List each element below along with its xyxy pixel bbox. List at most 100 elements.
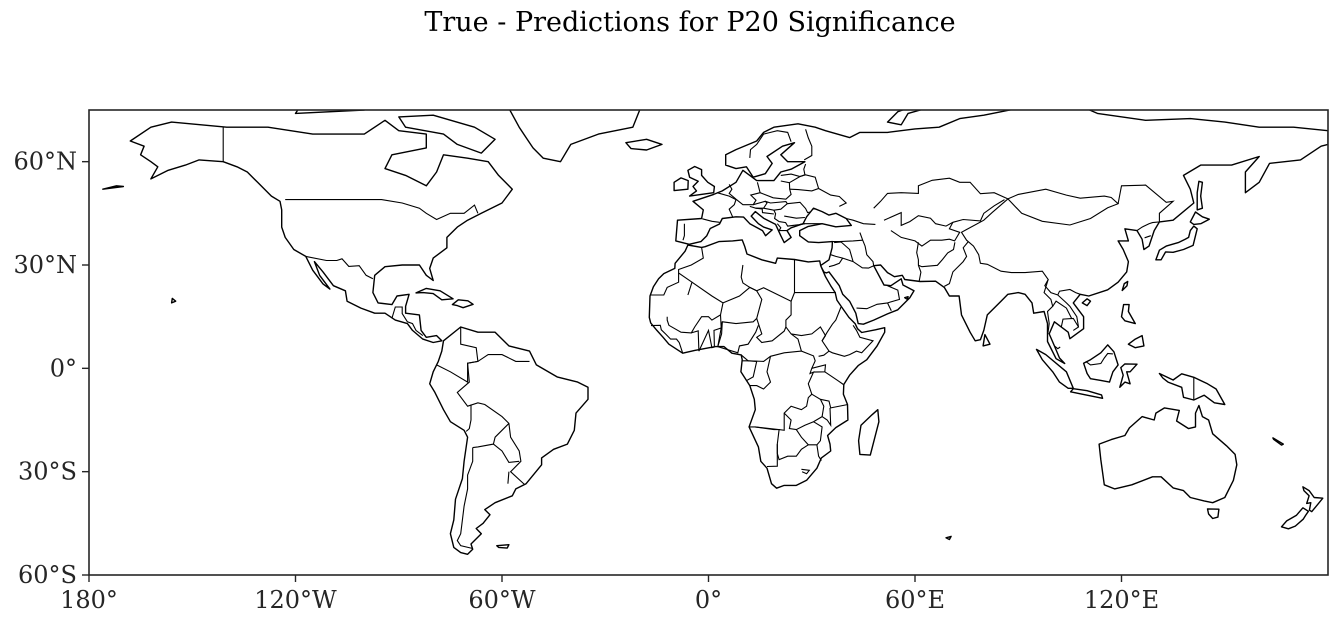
- map-title: True - Predictions for P20 Significance: [424, 7, 955, 38]
- border-china-south: [960, 198, 1081, 296]
- border-africa-lesotho: [801, 468, 811, 475]
- country-borders: [222, 127, 1195, 550]
- land-taiwan: [1121, 280, 1129, 292]
- land-svalbard: [746, 93, 794, 105]
- border-eu-10: [773, 209, 805, 227]
- land-japan: [1155, 225, 1198, 261]
- x-tick-label: 60°W: [468, 586, 536, 614]
- y-tick-label: 60°N: [13, 148, 77, 176]
- longitude-axis: 180° 120°W 60°W 0° 60°E 120°E: [60, 575, 1159, 614]
- land-cuba: [415, 287, 454, 301]
- land-java: [1069, 388, 1104, 399]
- border-korea: [1144, 235, 1151, 239]
- land-australia: [1098, 404, 1238, 504]
- latitude-axis: 60°N 30°N 0° 30°S 60°S: [13, 148, 89, 589]
- border-africa-malawi: [821, 407, 832, 428]
- land-nz-south: [1280, 507, 1310, 530]
- border-africa-central: [740, 350, 816, 431]
- border-africa-west-coast: [650, 324, 684, 354]
- border-central-asia: [890, 222, 961, 247]
- border-us-mexico: [305, 255, 374, 280]
- land-kamchatka-islands: [102, 185, 125, 190]
- border-thai-laos: [1052, 300, 1073, 319]
- land-kerguelen: [945, 535, 952, 541]
- land-hawaii: [170, 297, 177, 304]
- land-nz-north: [1302, 486, 1324, 513]
- land-iceland: [625, 138, 663, 151]
- border-caucasus: [846, 217, 876, 225]
- land-philippines-mindanao: [1127, 334, 1145, 349]
- border-eu-1: [702, 218, 720, 223]
- border-kazakh-south: [883, 199, 1005, 227]
- border-eu-8: [787, 201, 811, 214]
- border-africa-moz: [816, 444, 822, 461]
- border-africa-zambia: [783, 399, 825, 431]
- border-sa-paraguay: [493, 443, 520, 463]
- x-tick-label: 180°: [60, 586, 118, 614]
- border-africa-kenya-tz: [824, 371, 844, 385]
- border-sa-chile-arg: [456, 447, 474, 550]
- land-sulawesi: [1119, 363, 1138, 388]
- y-tick-label: 0°: [50, 354, 77, 382]
- border-africa-nigeria: [717, 321, 759, 354]
- border-eu-11: [776, 223, 787, 232]
- border-jordan: [828, 257, 844, 268]
- map-area: [102, 93, 1328, 555]
- border-africa-nw: [650, 272, 680, 296]
- land-madagascar: [857, 409, 880, 456]
- land-north-america: [129, 119, 513, 344]
- border-laos-vietnam: [1057, 294, 1080, 331]
- border-india-pakistan: [944, 241, 969, 287]
- land-sakhalin: [1196, 180, 1204, 211]
- border-africa-tz-south: [811, 393, 849, 409]
- border-africa-uganda: [811, 364, 827, 373]
- border-africa-gulf: [691, 327, 722, 352]
- border-turkey-borders: [798, 223, 823, 226]
- border-africa-sudan-ss: [791, 326, 830, 352]
- border-eu-9: [784, 215, 805, 219]
- land-baffin: [398, 114, 496, 154]
- border-turkey-south: [832, 239, 863, 243]
- border-iraq-syria: [834, 241, 854, 262]
- border-russia-mongolia: [1007, 188, 1120, 226]
- land-south-america: [429, 326, 589, 555]
- border-us-canada: [285, 199, 479, 221]
- land-hispaniola: [451, 299, 474, 309]
- border-eu-12: [755, 207, 774, 215]
- border-russia-kazakh: [873, 177, 1009, 209]
- border-china-russia-east: [1117, 184, 1175, 232]
- border-eu-russia-belarus: [789, 174, 820, 189]
- coastlines: [102, 93, 1328, 555]
- land-tasmania: [1206, 508, 1220, 520]
- border-africa-congo: [749, 356, 772, 390]
- border-eu-belarus-ukraine: [789, 187, 848, 207]
- land-new-caledonia: [1272, 437, 1284, 446]
- border-cambodia: [1060, 317, 1079, 328]
- land-africa: [648, 239, 886, 489]
- land-philippines-luzon: [1120, 303, 1136, 325]
- border-central-america: [391, 306, 424, 337]
- border-africa-namibia: [749, 426, 780, 468]
- border-eu-3: [716, 192, 737, 218]
- land-hokkaido: [1189, 211, 1210, 226]
- y-tick-label: 30°N: [13, 251, 77, 279]
- land-new-guinea: [1158, 372, 1226, 406]
- border-africa-libya: [740, 259, 796, 302]
- border-eu-2: [682, 223, 685, 241]
- border-africa-east: [818, 324, 875, 357]
- land-canada-islands: [294, 110, 368, 115]
- land-falklands: [496, 544, 510, 549]
- x-tick-label: 60°E: [885, 586, 945, 614]
- border-africa-chad: [755, 318, 787, 344]
- land-hainan: [1081, 298, 1092, 307]
- land-sri-lanka: [982, 333, 991, 347]
- border-finland-russia: [803, 129, 813, 161]
- land-eurasia: [675, 110, 1328, 365]
- border-iran-east: [916, 242, 922, 282]
- x-tick-label: 120°E: [1084, 586, 1159, 614]
- border-africa-gabon: [742, 360, 758, 382]
- land-novaya-zemlya: [886, 110, 923, 126]
- land-greenland: [509, 110, 641, 163]
- border-iran-west: [859, 232, 875, 266]
